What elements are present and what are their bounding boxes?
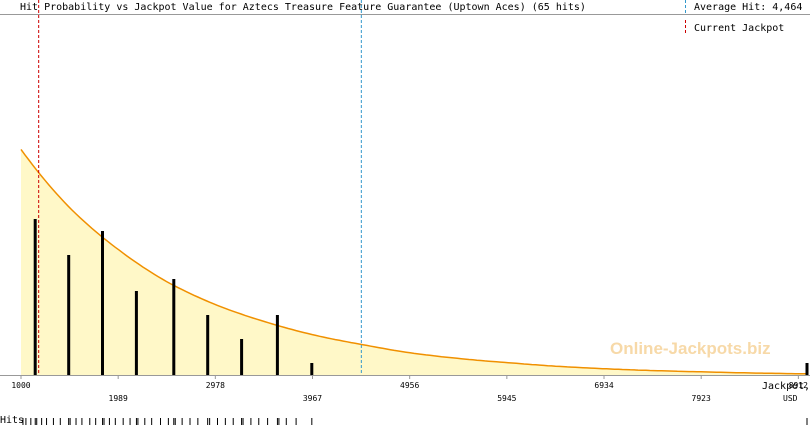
x-tick-label: 1000 [11,381,30,390]
hit-bar [172,279,176,375]
probability-area-fill [21,149,807,375]
x-tick-label: 1989 [109,394,128,403]
x-tick-label: 4956 [400,381,419,390]
x-tick-label: 2978 [206,381,225,390]
x-axis-label-line1: Jackpot, [762,381,810,392]
hit-bar [134,291,138,375]
x-tick-label: 6934 [594,381,613,390]
hit-bar [275,315,279,375]
hit-bar [206,315,210,375]
x-tick-label: 7923 [692,394,711,403]
hits-label: Hits [0,415,24,425]
legend-average-label: Average Hit: 4,464 [694,2,802,13]
hit-bar [310,363,314,375]
hit-bar [805,363,809,375]
probability-curve-line [20,148,807,375]
hit-bar [33,219,37,375]
x-tick-label: 5945 [497,394,516,403]
x-axis-label-line2: USD [783,394,798,403]
legend-current-label: Current Jackpot [694,23,784,34]
chart-title: Hit Probability vs Jackpot Value for Azt… [20,2,586,13]
hit-bar [67,255,71,375]
hit-bar [240,339,244,375]
watermark: Online-Jackpots.biz [610,339,771,358]
hit-bar [101,231,104,375]
x-tick-label: 3967 [303,394,322,403]
x-tick-label: 8912 [789,381,808,390]
